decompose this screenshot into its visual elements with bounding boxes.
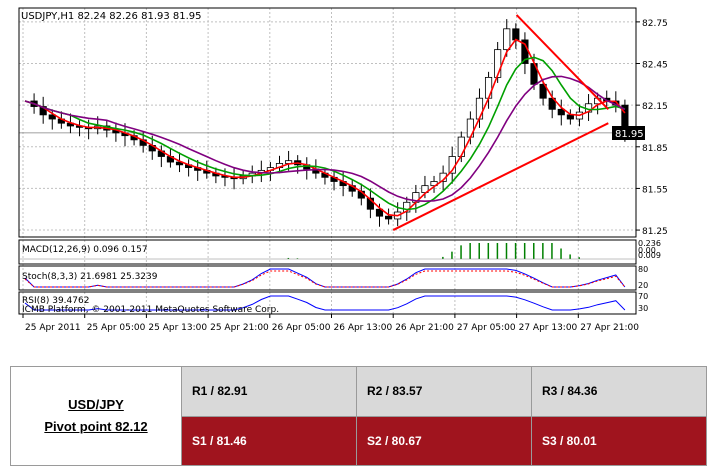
indicator-series	[19, 243, 636, 311]
copyright-label: ICMB Platform, © 2001-2011 MetaQuotes So…	[22, 305, 279, 315]
candle-body	[385, 215, 393, 220]
ma-mid-line	[24, 56, 626, 211]
trendline-resistance	[515, 14, 610, 111]
stoch-axis-label: 20	[638, 281, 648, 290]
macd-axis-label: 0.236	[638, 239, 661, 248]
price-tick-label: 81.25	[642, 227, 668, 237]
moving-averages	[24, 38, 626, 217]
macd-histogram-bar	[505, 243, 508, 259]
time-tick-label: 25 Apr 13:00	[148, 323, 207, 333]
macd-histogram-bar	[487, 243, 490, 259]
resistance-3: R3 / 84.36	[531, 366, 707, 417]
chart-title: USDJPY,H1 82.24 82.26 81.93 81.95	[21, 11, 202, 22]
macd-histogram-bar	[523, 243, 526, 259]
stoch-label: Stoch(8,3,3) 21.6981 25.3239	[22, 272, 158, 282]
time-tick-label: 27 Apr 21:00	[580, 323, 639, 333]
resistance-2: R2 / 83.57	[356, 366, 532, 417]
macd-axis-label: 0.009	[638, 251, 661, 260]
macd-histogram-bar	[460, 245, 462, 259]
macd-axis-label: 0.00	[638, 246, 656, 255]
rsi-pane	[18, 291, 637, 315]
price-tick-label: 82.45	[642, 61, 668, 71]
rsi-axis-label: 30	[638, 304, 648, 313]
macd-histogram-bar	[442, 256, 444, 259]
price-tick-label: 81.85	[642, 144, 668, 154]
candle	[385, 208, 393, 225]
macd-histogram-bar	[542, 243, 544, 259]
macd-histogram-bar	[578, 257, 580, 259]
candle	[39, 96, 47, 124]
candle-body	[539, 83, 547, 99]
support-3: S3 / 80.01	[531, 415, 707, 466]
macd-histogram-bar	[514, 243, 517, 259]
time-tick-label: 25 Apr 21:00	[210, 323, 269, 333]
time-tick-label: 25 Apr 2011	[25, 323, 81, 333]
macd-histogram-bar	[451, 251, 453, 259]
candle-body	[503, 28, 511, 51]
price-pane	[18, 7, 637, 238]
current-price-marker	[612, 126, 645, 140]
chart-background	[0, 0, 713, 345]
time-tick-label: 26 Apr 05:00	[272, 323, 331, 333]
candle-body	[366, 197, 374, 210]
candle	[175, 152, 184, 173]
candle-body	[566, 114, 574, 120]
price-tick-label: 82.15	[642, 102, 668, 112]
stoch-pane	[18, 265, 637, 291]
pivot-point: Pivot point 82.12	[44, 419, 148, 434]
price-chart[interactable]: 82.75 82.45 82.15 81.85 81.55 81.25 25 Apr 201…	[0, 0, 713, 345]
support-1: S1 / 81.46	[181, 415, 357, 466]
candle	[366, 188, 374, 219]
macd-histogram-bar	[551, 243, 553, 259]
candle-body	[512, 28, 520, 41]
chart-panes	[18, 7, 637, 315]
macd-histogram-bar	[533, 243, 535, 259]
price-tick-label: 82.75	[642, 19, 668, 29]
rsi-line	[24, 295, 626, 311]
macd-pane	[18, 239, 637, 265]
resistance-1: R1 / 82.91	[181, 366, 357, 417]
chart-axes: 82.75 82.45 82.15 81.85 81.55 81.25 25 Apr 201…	[22, 19, 668, 333]
pivot-table: USD/JPY Pivot point 82.12 R1 / 82.91 R2 …	[10, 366, 707, 466]
candle-body	[48, 114, 56, 120]
candle-body	[475, 97, 484, 120]
current-price-label: 81.95	[615, 129, 644, 140]
candle-body	[375, 208, 384, 217]
trendline-support	[392, 122, 609, 231]
currency-pair: USD/JPY	[68, 397, 124, 412]
macd-histogram-bar	[569, 254, 571, 259]
trendlines[interactable]	[392, 14, 610, 231]
rsi-label: RSI(8) 39.4762	[22, 296, 89, 306]
time-tick-label: 26 Apr 13:00	[334, 323, 393, 333]
candle-body	[557, 108, 565, 116]
ma-slow-line	[24, 75, 626, 203]
candle-body	[39, 106, 47, 116]
macd-label: MACD(12,26,9) 0.096 0.157	[22, 245, 148, 255]
candle-body	[457, 136, 465, 157]
candle-body	[484, 76, 493, 99]
macd-histogram-bar	[296, 258, 299, 259]
price-tick-label: 81.55	[642, 185, 668, 195]
time-tick-label: 26 Apr 21:00	[395, 323, 454, 333]
stoch-k-line	[24, 268, 626, 288]
macd-histogram-bar	[560, 248, 562, 259]
macd-histogram-bar	[469, 243, 471, 259]
candle	[557, 99, 565, 126]
time-tick-label: 27 Apr 13:00	[519, 323, 578, 333]
macd-histogram-bar	[287, 257, 290, 259]
time-tick-label: 25 Apr 05:00	[87, 323, 146, 333]
ma-fast-line	[24, 38, 626, 217]
rsi-axis-label: 70	[638, 292, 648, 301]
macd-histogram-bar	[478, 243, 480, 259]
macd-histogram-bar	[496, 243, 499, 259]
support-2: S2 / 80.67	[356, 415, 532, 466]
pivot-pair-cell: USD/JPY Pivot point 82.12	[10, 366, 182, 466]
stoch-axis-label: 80	[638, 265, 648, 274]
time-tick-label: 27 Apr 05:00	[457, 323, 516, 333]
candle-body	[494, 49, 502, 78]
candle-body	[175, 161, 184, 166]
